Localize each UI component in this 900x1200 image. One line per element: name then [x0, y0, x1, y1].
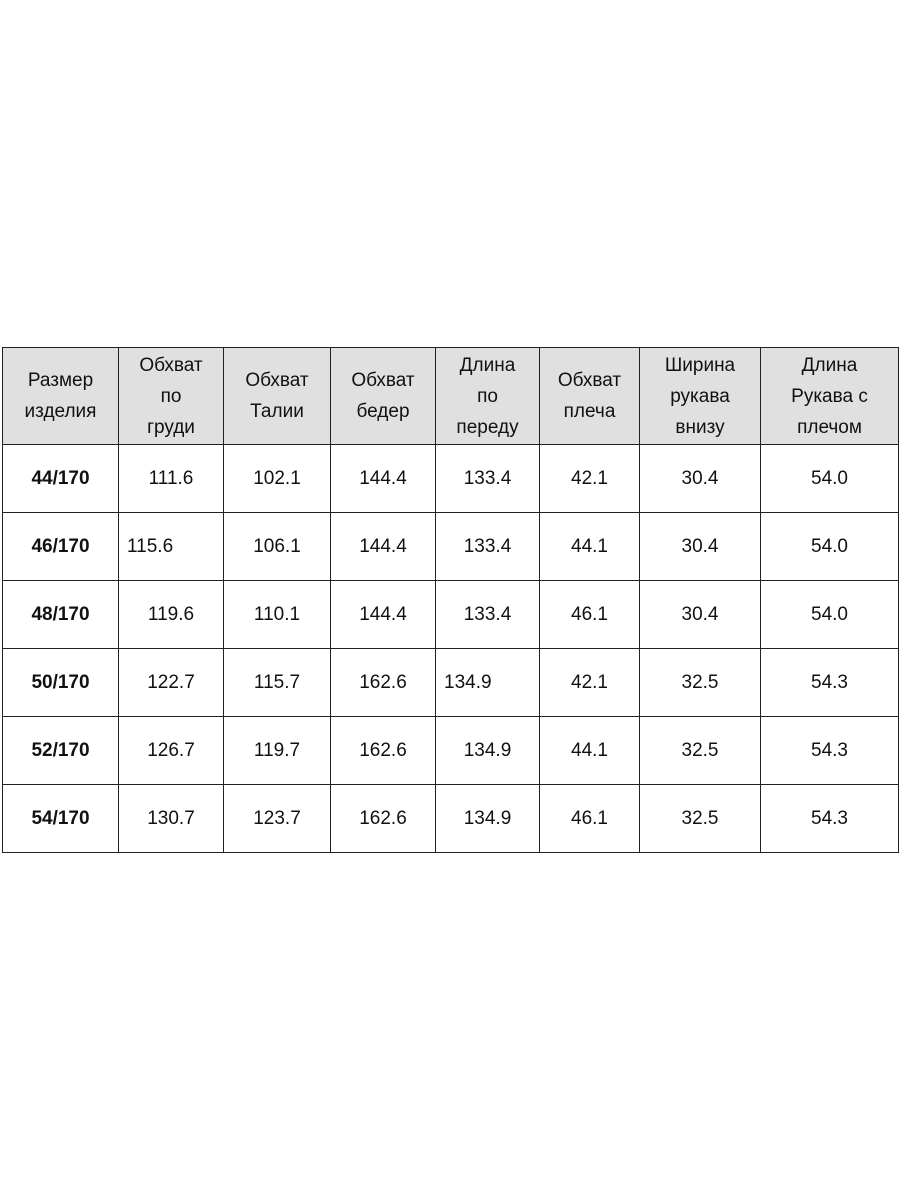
- cell-sleeve-length-with-shoulder: 54.3: [760, 716, 899, 785]
- table-row: 48/170 119.6 110.1 144.4 133.4 46.1 30.4 54.0: [2, 580, 899, 649]
- cell-chest: 111.6: [118, 444, 224, 513]
- cell-shoulder-girth: 42.1: [539, 648, 640, 717]
- cell-front-length: 134.9: [435, 716, 540, 785]
- cell-front-length: 133.4: [435, 444, 540, 513]
- table-row: 54/170 130.7 123.7 162.6 134.9 46.1 32.5 54.3: [2, 784, 899, 853]
- cell-sleeve-length-with-shoulder: 54.3: [760, 648, 899, 717]
- cell-sleeve-length-with-shoulder: 54.0: [760, 444, 899, 513]
- cell-front-length: 133.4: [435, 512, 540, 581]
- cell-size: 50/170: [2, 648, 119, 717]
- cell-sleeve-length-with-shoulder: 54.0: [760, 580, 899, 649]
- cell-hips: 144.4: [330, 580, 436, 649]
- cell-size: 46/170: [2, 512, 119, 581]
- cell-sleeve-width-bottom: 30.4: [639, 580, 761, 649]
- cell-chest: 130.7: [118, 784, 224, 853]
- cell-hips: 144.4: [330, 444, 436, 513]
- cell-hips: 162.6: [330, 648, 436, 717]
- cell-hips: 144.4: [330, 512, 436, 581]
- column-header-size: Размер изделия: [2, 347, 119, 445]
- cell-front-length: 134.9: [435, 784, 540, 853]
- cell-front-length: 134.9: [435, 648, 540, 717]
- cell-sleeve-width-bottom: 32.5: [639, 648, 761, 717]
- cell-sleeve-width-bottom: 32.5: [639, 716, 761, 785]
- cell-shoulder-girth: 42.1: [539, 444, 640, 513]
- cell-sleeve-width-bottom: 32.5: [639, 784, 761, 853]
- cell-sleeve-width-bottom: 30.4: [639, 512, 761, 581]
- cell-sleeve-length-with-shoulder: 54.0: [760, 512, 899, 581]
- column-header-sleeve-length-with-shoulder: Длина Рукава с плечом: [760, 347, 899, 445]
- cell-front-length: 133.4: [435, 580, 540, 649]
- cell-waist: 119.7: [223, 716, 331, 785]
- table-row: 52/170 126.7 119.7 162.6 134.9 44.1 32.5 54.3: [2, 716, 899, 785]
- size-chart-table: Размер изделия Обхват по груди Обхват Тали…: [2, 347, 899, 853]
- header-row: Размер изделия Обхват по груди Обхват Тали…: [2, 347, 899, 445]
- cell-chest: 119.6: [118, 580, 224, 649]
- cell-hips: 162.6: [330, 716, 436, 785]
- table-row: 46/170 115.6 106.1 144.4 133.4 44.1 30.4 54.0: [2, 512, 899, 581]
- cell-sleeve-width-bottom: 30.4: [639, 444, 761, 513]
- cell-shoulder-girth: 46.1: [539, 784, 640, 853]
- table-row: 50/170 122.7 115.7 162.6 134.9 42.1 32.5 54.3: [2, 648, 899, 717]
- cell-shoulder-girth: 44.1: [539, 512, 640, 581]
- cell-size: 52/170: [2, 716, 119, 785]
- cell-waist: 123.7: [223, 784, 331, 853]
- cell-waist: 115.7: [223, 648, 331, 717]
- cell-chest: 122.7: [118, 648, 224, 717]
- cell-size: 54/170: [2, 784, 119, 853]
- column-header-front-length: Длина по переду: [435, 347, 540, 445]
- column-header-chest: Обхват по груди: [118, 347, 224, 445]
- cell-sleeve-length-with-shoulder: 54.3: [760, 784, 899, 853]
- cell-waist: 106.1: [223, 512, 331, 581]
- cell-waist: 110.1: [223, 580, 331, 649]
- cell-chest: 115.6: [118, 512, 224, 581]
- cell-size: 48/170: [2, 580, 119, 649]
- cell-waist: 102.1: [223, 444, 331, 513]
- column-header-sleeve-width-bottom: Ширина рукава внизу: [639, 347, 761, 445]
- column-header-hips: Обхват бедер: [330, 347, 436, 445]
- cell-hips: 162.6: [330, 784, 436, 853]
- cell-shoulder-girth: 46.1: [539, 580, 640, 649]
- table-row: 44/170 111.6 102.1 144.4 133.4 42.1 30.4 54.0: [2, 444, 899, 513]
- column-header-waist: Обхват Талии: [223, 347, 331, 445]
- cell-size: 44/170: [2, 444, 119, 513]
- cell-shoulder-girth: 44.1: [539, 716, 640, 785]
- cell-chest: 126.7: [118, 716, 224, 785]
- column-header-shoulder-girth: Обхват плеча: [539, 347, 640, 445]
